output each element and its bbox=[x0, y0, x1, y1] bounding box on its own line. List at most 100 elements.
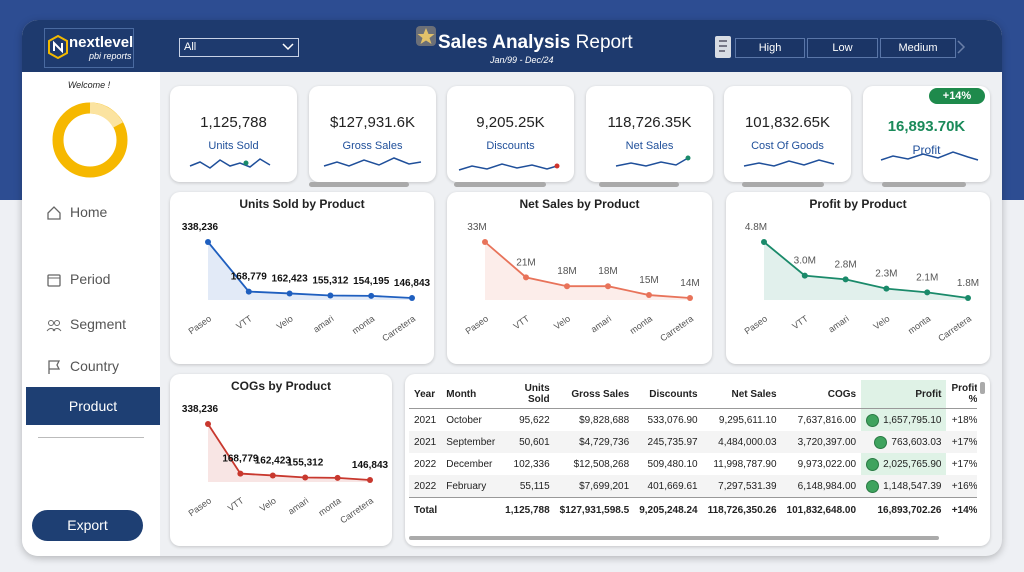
sparkline-dot bbox=[685, 155, 691, 161]
nav-item[interactable]: Country bbox=[70, 358, 120, 374]
table-row: 2022 December 102,336 $12,508,268 509,480.10… bbox=[409, 453, 977, 475]
column-header[interactable]: Units Sold bbox=[500, 380, 555, 409]
cell-text: 102,336 bbox=[513, 458, 550, 470]
line bbox=[484, 241, 691, 299]
nav-item[interactable]: Home bbox=[70, 204, 108, 220]
cell-text: 4,484,000.03 bbox=[718, 436, 777, 448]
cell-text: 763,603.03 bbox=[891, 436, 942, 448]
v-scrollbar[interactable] bbox=[980, 382, 985, 394]
table-cell: 1,657,795.10 bbox=[861, 408, 947, 431]
area bbox=[208, 424, 370, 482]
cell-text: +18% bbox=[951, 414, 977, 426]
x-tick-label: amari bbox=[286, 495, 310, 516]
chart-card: COGs by Product 338,236 Paseo 168,779 VTT 162… bbox=[170, 374, 392, 546]
nav-icon bbox=[47, 274, 61, 287]
column-header[interactable]: COGs bbox=[781, 380, 862, 409]
sparkline-path bbox=[323, 157, 422, 167]
status-dot bbox=[866, 413, 880, 427]
column-header[interactable]: Profit bbox=[861, 380, 947, 409]
sparkline-path bbox=[189, 158, 271, 169]
card-scrollbar bbox=[454, 182, 546, 187]
cell-text: October bbox=[446, 414, 482, 426]
nav-item[interactable]: Segment bbox=[70, 316, 127, 332]
logo-text: nextlevel bbox=[69, 34, 134, 51]
kpi-label: Units Sold bbox=[208, 140, 259, 152]
table-cell: 2,025,765.90 bbox=[861, 453, 947, 475]
cell-text: 245,735.97 bbox=[647, 436, 698, 448]
cell-text: February bbox=[446, 480, 487, 492]
cell-text: 2021 bbox=[414, 414, 437, 426]
column-header[interactable]: Net Sales bbox=[702, 380, 782, 409]
sparkline bbox=[323, 157, 422, 167]
line bbox=[763, 241, 969, 299]
card-scrollbar bbox=[882, 182, 966, 187]
table-cell: September bbox=[441, 431, 501, 453]
table-cell: $12,508,268 bbox=[555, 453, 635, 475]
chart-title: COGs by Product bbox=[231, 379, 331, 393]
x-tick-label: Paseo bbox=[186, 313, 213, 336]
table-cell: +18% bbox=[946, 409, 977, 432]
x-tick-label: Velo bbox=[275, 313, 295, 331]
h-scrollbar[interactable] bbox=[409, 536, 939, 540]
card-scrollbar bbox=[309, 182, 409, 187]
point bbox=[368, 292, 375, 299]
value-label: 146,843 bbox=[352, 460, 389, 471]
sparkline bbox=[615, 155, 691, 167]
filter-dropdown[interactable]: All bbox=[179, 38, 299, 57]
column-header[interactable]: Gross Sales bbox=[554, 380, 635, 409]
level-button[interactable]: High bbox=[735, 38, 805, 58]
value-label: 18M bbox=[598, 266, 617, 277]
table-cell: $4,729,736 bbox=[554, 431, 635, 453]
point bbox=[924, 289, 931, 296]
column-header[interactable]: Month bbox=[441, 380, 501, 409]
total-cell: 16,893,702.26 bbox=[861, 497, 947, 522]
x-tick-label: Carretera bbox=[936, 313, 973, 343]
x-tick-label: Carretera bbox=[658, 313, 695, 343]
cell-text: 1,657,795.10 bbox=[883, 414, 942, 426]
table-cell: December bbox=[441, 453, 500, 475]
table-row: 2021 September 50,601 $4,729,736 245,735.97 4… bbox=[409, 431, 977, 453]
x-tick-label: Paseo bbox=[463, 313, 490, 336]
cell-text: +16% bbox=[951, 480, 977, 492]
cell-text: 55,115 bbox=[519, 480, 550, 492]
point bbox=[687, 295, 693, 301]
header: nextlevel pbi reports All Sales Analysis… bbox=[22, 20, 1002, 72]
table-cell: 55,115 bbox=[500, 475, 555, 498]
scroll-arrow[interactable] bbox=[956, 40, 966, 54]
export-button[interactable]: Export bbox=[32, 510, 143, 541]
logo-sub: pbi reports bbox=[89, 51, 132, 61]
value-label: 154,195 bbox=[353, 276, 390, 287]
table-cell: 11,998,787.90 bbox=[703, 453, 782, 475]
sparkline-path bbox=[880, 151, 979, 161]
column-header[interactable]: Discounts bbox=[634, 380, 703, 409]
column-header[interactable]: Profit % bbox=[946, 380, 977, 409]
kpi-card: 16,893.70K Profit +14% bbox=[863, 86, 990, 182]
table-cell: 7,637,816.00 bbox=[782, 409, 862, 432]
level-button[interactable]: Medium bbox=[880, 38, 956, 58]
total-cell: 9,205,248.24 bbox=[634, 497, 703, 522]
cell-text: December bbox=[446, 458, 493, 470]
level-button[interactable]: Low bbox=[807, 38, 878, 58]
value-label: 4.8M bbox=[745, 222, 767, 233]
total-cell: 101,832,648.00 bbox=[781, 497, 862, 522]
table-cell: +17% bbox=[946, 453, 977, 475]
column-header[interactable]: Year bbox=[409, 380, 442, 409]
sparkline bbox=[880, 151, 979, 161]
kpi-value: 101,832.65K bbox=[744, 114, 831, 131]
nav-item[interactable]: Period bbox=[70, 271, 111, 287]
chart-title: Net Sales by Product bbox=[519, 197, 639, 211]
point bbox=[334, 474, 341, 481]
nav-item[interactable]: Product bbox=[68, 398, 118, 414]
nav-icon bbox=[47, 206, 61, 220]
kpi-card: 101,832.65K Cost Of Goods bbox=[724, 86, 851, 182]
value-label: 338,236 bbox=[182, 222, 219, 233]
card-scrollbar bbox=[599, 182, 679, 187]
kpi-label: Gross Sales bbox=[342, 140, 403, 152]
table-card: Year Month Units Sold Gross Sales Discounts N… bbox=[405, 374, 990, 546]
table-cell: 2022 bbox=[409, 453, 441, 475]
value-label: 168,779 bbox=[222, 454, 259, 465]
nav-icon bbox=[46, 320, 62, 332]
x-tick-label: monta bbox=[350, 313, 376, 336]
point bbox=[367, 477, 373, 483]
cell-text: +17% bbox=[951, 436, 977, 448]
